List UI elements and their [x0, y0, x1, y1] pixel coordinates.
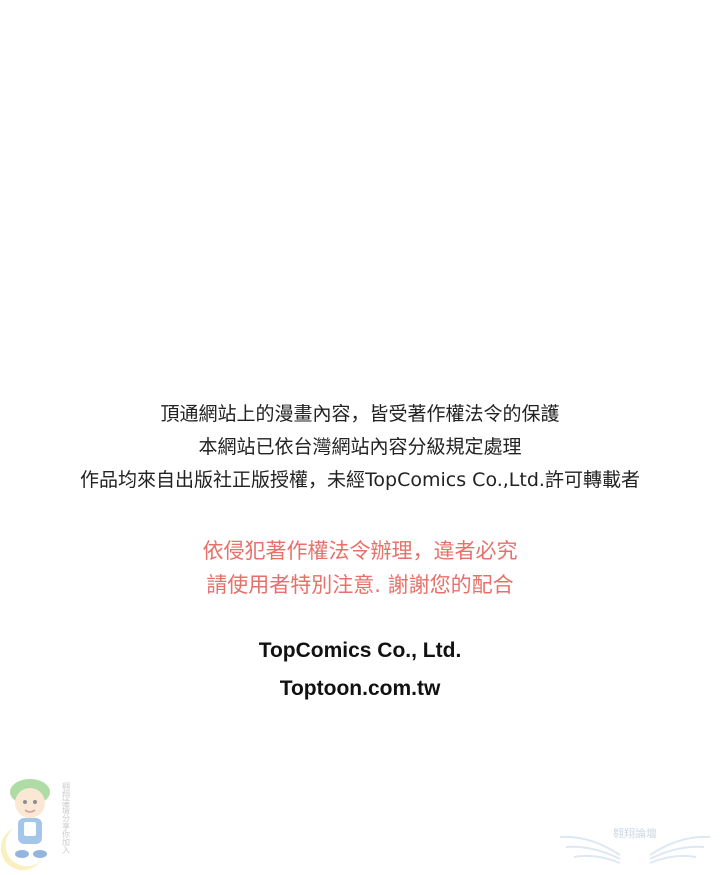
notice-line-1: 頂通網站上的漫畫內容，皆受著作權法令的保護	[160, 403, 560, 425]
website-url: Toptoon.com.tw	[279, 677, 441, 700]
warning-line-1: 依侵犯著作權法令辦理，違者必究	[202, 539, 518, 563]
mascot-boy-icon: 翱翔論壇分享你加入	[0, 779, 71, 870]
warning-line-2: 請使用者特別注意. 謝謝您的配合	[206, 573, 514, 597]
legal-warning: 依侵犯著作權法令辦理，違者必究 請使用者特別注意. 謝謝您的配合	[0, 534, 720, 602]
company-name: TopComics Co., Ltd.	[258, 639, 462, 662]
copyright-notice: 頂通網站上的漫畫內容，皆受著作權法令的保護 本網站已依台灣網站內容分級規定處理 …	[0, 398, 720, 497]
winged-logo-icon: 翱翔論壇	[559, 826, 711, 864]
svg-text:翱翔論壇: 翱翔論壇	[613, 826, 657, 840]
notice-line-3: 作品均來自出版社正版授權，未經TopComics Co.,Ltd.許可轉載者	[80, 469, 640, 491]
notice-line-2: 本網站已依台灣網站內容分級規定處理	[198, 436, 522, 458]
svg-text:翱翔論壇分享你加入: 翱翔論壇分享你加入	[62, 781, 71, 854]
brand-block: TopComics Co., Ltd. Toptoon.com.tw	[0, 632, 720, 708]
